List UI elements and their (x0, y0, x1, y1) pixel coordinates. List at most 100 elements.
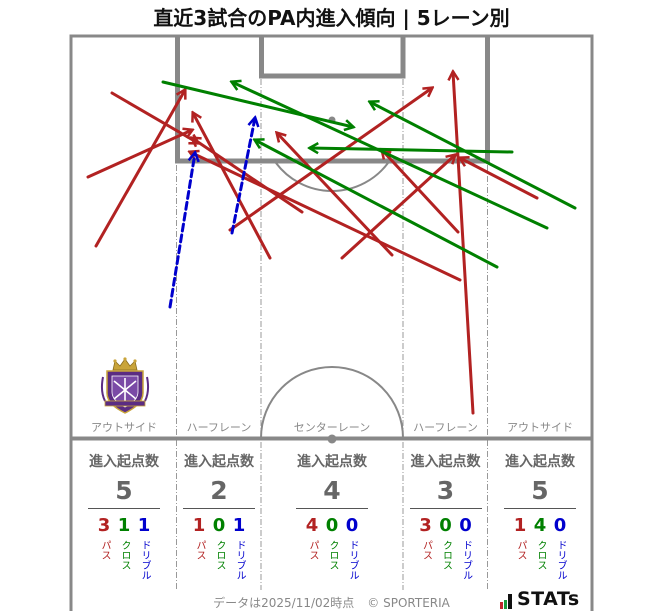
pass-arrow (192, 138, 304, 214)
divider-rule (296, 508, 368, 509)
dribble-count: 0 ドリブル (550, 515, 570, 580)
team-crest-icon (100, 357, 150, 414)
cross-label: クロス (440, 540, 452, 570)
center-spot (327, 434, 337, 444)
dribble-label: ドリブル (139, 540, 150, 580)
footer: データは2025/11/02時点 © SPORTERIA (0, 596, 663, 611)
entry-breakdown: 1 パス 0 クロス 1 ドリブル (189, 515, 249, 580)
pass-arrow (340, 155, 455, 260)
cross-count-value: 1 (117, 515, 131, 536)
pass-arrow (110, 91, 198, 143)
lane-label: ハーフレーン (413, 421, 478, 434)
dribble-count-value: 1 (137, 515, 151, 536)
stats-logo: STATs (500, 588, 580, 610)
pass-label: パス (420, 540, 432, 560)
pass-arrow (277, 133, 394, 257)
pass-arrow (228, 88, 432, 232)
cross-arrow (255, 140, 499, 269)
dribble-label: ドリブル (234, 540, 245, 580)
data-date-note: データは2025/11/02時点 (213, 596, 355, 610)
divider-rule (409, 508, 482, 509)
pass-arrow (94, 90, 185, 248)
entry-count-total: 5 (115, 476, 133, 505)
cross-arrow (370, 102, 577, 210)
cross-count: 0 クロス (209, 515, 229, 580)
pass-count: 3 パス (416, 515, 436, 580)
entry-arrows (86, 72, 577, 415)
lane-label: アウトサイド (91, 421, 157, 434)
entry-breakdown: 3 パス 0 クロス 0 ドリブル (416, 515, 476, 580)
entry-count-header: 進入起点数 (184, 454, 254, 470)
center-circle (260, 366, 404, 439)
brand-name: STATs (517, 588, 580, 610)
pass-label: パス (307, 540, 318, 560)
cross-arrow (310, 148, 514, 152)
entry-count-total: 3 (436, 476, 455, 505)
dribble-count-value: 1 (232, 515, 246, 536)
pass-count-value: 3 (97, 515, 111, 536)
cross-label: クロス (327, 540, 338, 570)
cross-count-value: 0 (325, 515, 339, 536)
pass-arrow (190, 152, 462, 282)
entry-breakdown: 1 パス 4 クロス 0 ドリブル (510, 515, 570, 580)
lane-half-right: ハーフレーン 進入起点数 3 3 パス 0 クロス 0 ドリブル (403, 418, 488, 593)
pass-count-value: 1 (513, 515, 527, 536)
cross-count: 4 クロス (530, 515, 550, 580)
lane-outside-right: アウトサイド 進入起点数 5 1 パス 4 クロス 0 ドリブル (488, 418, 592, 593)
entry-count-header: 進入起点数 (89, 454, 159, 470)
cross-count: 1 クロス (114, 515, 134, 580)
entry-breakdown: 4 パス 0 クロス 0 ドリブル (302, 515, 362, 580)
dribble-count: 1 ドリブル (229, 515, 249, 580)
copyright-text: © SPORTERIA (367, 596, 450, 610)
cross-label: クロス (119, 540, 130, 570)
cross-count-value: 0 (439, 515, 452, 536)
pass-arrow (382, 150, 460, 234)
divider-rule (88, 508, 160, 509)
cross-count-value: 0 (212, 515, 226, 536)
lane-center: センターレーン 進入起点数 4 4 パス 0 クロス 0 ドリブル (261, 418, 403, 593)
dribble-count: 1 ドリブル (134, 515, 154, 580)
pass-arrow (193, 113, 272, 260)
lane-label: センターレーン (293, 421, 371, 434)
cross-count: 0 クロス (322, 515, 342, 580)
pass-label: パス (515, 540, 526, 560)
pass-arrow (453, 72, 475, 415)
entry-count-header: 進入起点数 (410, 454, 481, 470)
pass-count-value: 3 (419, 515, 432, 536)
pass-count-value: 4 (305, 515, 319, 536)
pass-count: 1 パス (189, 515, 209, 580)
pass-label: パス (99, 540, 110, 560)
dribble-count-value: 0 (459, 515, 472, 536)
cross-label: クロス (214, 540, 225, 570)
dribble-label: ドリブル (460, 540, 472, 580)
divider-rule (183, 508, 255, 509)
bar-chart-icon (500, 594, 513, 609)
entry-count-header: 進入起点数 (297, 454, 367, 470)
dribble-label: ドリブル (347, 540, 358, 580)
dribble-count-value: 0 (553, 515, 567, 536)
cross-arrow (232, 82, 549, 230)
pass-count: 4 パス (302, 515, 322, 580)
entry-breakdown: 3 パス 1 クロス 1 ドリブル (94, 515, 154, 580)
entry-count-total: 4 (323, 476, 341, 505)
cross-count-value: 4 (533, 515, 547, 536)
lane-dividers (176, 79, 488, 590)
cross-count: 0 クロス (436, 515, 456, 580)
pass-count-value: 1 (192, 515, 206, 536)
lane-label: アウトサイド (507, 421, 573, 434)
pass-count: 3 パス (94, 515, 114, 580)
entry-count-header: 進入起点数 (505, 454, 575, 470)
divider-rule (504, 508, 576, 509)
penalty-area (175, 36, 490, 164)
entry-count-total: 5 (531, 476, 549, 505)
cross-arrow (161, 80, 353, 127)
pass-label: パス (194, 540, 205, 560)
pass-arrow (460, 158, 539, 200)
dribble-count: 0 ドリブル (456, 515, 476, 580)
goal-area (259, 36, 406, 79)
pass-count: 1 パス (510, 515, 530, 580)
dribble-count-value: 0 (345, 515, 359, 536)
dribble-arrow (230, 118, 255, 235)
lane-half-left: ハーフレーン 進入起点数 2 1 パス 0 クロス 1 ドリブル (177, 418, 261, 593)
cross-label: クロス (535, 540, 546, 570)
